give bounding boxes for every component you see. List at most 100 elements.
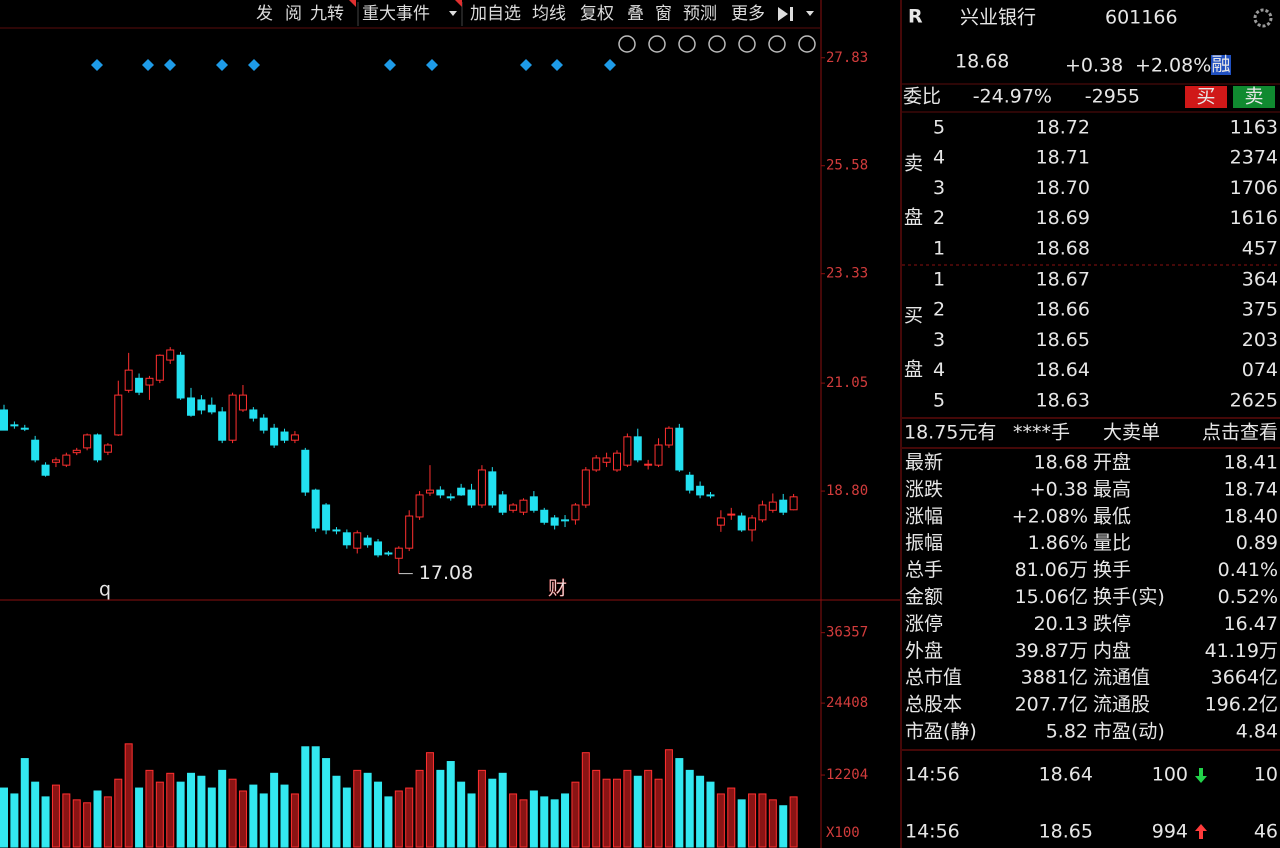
- candle-body: [727, 513, 736, 516]
- volume-bar: [529, 790, 538, 848]
- event-marker[interactable]: [91, 59, 103, 71]
- order-price: 18.64: [1036, 359, 1090, 381]
- volume-bar: [706, 781, 715, 848]
- volume-bar: [176, 781, 185, 848]
- sell-button[interactable]: 卖: [1244, 86, 1263, 108]
- big-order-link[interactable]: 点击查看: [1202, 422, 1278, 444]
- event-marker[interactable]: [604, 59, 616, 71]
- event-marker[interactable]: [164, 59, 176, 71]
- volume-bar: [290, 793, 299, 848]
- dropdown-arrow[interactable]: [449, 11, 457, 16]
- order-price: 18.63: [1036, 389, 1090, 411]
- volume-bar: [83, 802, 92, 848]
- candle-body: [394, 547, 403, 559]
- volume-bar: [228, 778, 237, 848]
- tool-icon[interactable]: [618, 35, 636, 53]
- tool-icon[interactable]: [738, 35, 756, 53]
- order-price: 18.72: [1036, 117, 1090, 139]
- candle-body: [342, 532, 351, 546]
- toolbar-button[interactable]: 窗: [655, 4, 672, 24]
- toolbar-button[interactable]: 预测: [683, 4, 717, 24]
- candle-body: [561, 519, 570, 522]
- toolbar-button[interactable]: 九转: [310, 4, 344, 24]
- volume-bar: [187, 772, 196, 848]
- toolbar-button[interactable]: 加自选: [470, 4, 521, 24]
- event-marker[interactable]: [142, 59, 154, 71]
- order-level: 3: [933, 177, 945, 199]
- stat-label: 跌停: [1093, 613, 1131, 635]
- volume-bar: [550, 799, 559, 848]
- volume-bar: [259, 793, 268, 848]
- event-marker[interactable]: [384, 59, 396, 71]
- stat-label: 外盘: [905, 640, 943, 662]
- stat-label: 金额: [905, 586, 943, 608]
- candle-body: [716, 517, 725, 526]
- event-marker[interactable]: [216, 59, 228, 71]
- stat-value: 18.74: [1224, 478, 1278, 500]
- candle-body: [789, 496, 798, 511]
- event-marker[interactable]: [551, 59, 563, 71]
- last-price: 18.68: [955, 51, 1009, 73]
- volume-bar: [166, 772, 175, 848]
- event-marker[interactable]: [426, 59, 438, 71]
- stat-label: 市盈(静): [905, 721, 977, 743]
- volume-bar: [394, 790, 403, 848]
- candle-body: [446, 496, 455, 499]
- event-marker[interactable]: [520, 59, 532, 71]
- tool-icon[interactable]: [678, 35, 696, 53]
- volume-bar: [457, 781, 466, 848]
- play-icon[interactable]: [778, 7, 793, 21]
- event-marker[interactable]: [248, 59, 260, 71]
- y-tick-label: 18.80: [826, 483, 868, 499]
- stat-label: 总股本: [905, 694, 962, 716]
- stat-value: 196.2亿: [1205, 694, 1278, 716]
- candle-body: [654, 444, 663, 466]
- candle-body: [612, 452, 621, 471]
- volume-bar: [644, 769, 653, 848]
- candle-body: [529, 496, 538, 511]
- candle-body: [51, 459, 60, 463]
- toolbar-button[interactable]: 复权: [580, 4, 614, 24]
- candle-body: [664, 427, 673, 446]
- order-volume: 1163: [1230, 117, 1278, 139]
- toolbar-button[interactable]: 重大事件: [362, 4, 430, 24]
- stat-label: 涨停: [905, 613, 943, 635]
- sell-button-bg[interactable]: [1233, 86, 1275, 108]
- volume-bar: [31, 781, 40, 848]
- stat-label: 总市值: [905, 667, 962, 689]
- trade-volume: 994: [1152, 821, 1188, 843]
- volume-bar: [145, 769, 154, 848]
- candle-body: [72, 449, 81, 454]
- buy-button[interactable]: 买: [1196, 86, 1215, 108]
- commission-diff: -2955: [1085, 86, 1140, 108]
- toolbar-button[interactable]: 均线: [532, 4, 566, 24]
- tool-icon[interactable]: [648, 35, 666, 53]
- stat-label: 换手(实): [1093, 586, 1165, 608]
- order-volume: 457: [1242, 237, 1278, 259]
- candle-body: [477, 469, 486, 506]
- tool-icon[interactable]: [708, 35, 726, 53]
- stat-value: 15.06亿: [1015, 586, 1088, 608]
- candle-body: [737, 515, 746, 531]
- candle-body: [62, 454, 71, 466]
- volume-bar: [249, 784, 258, 848]
- stat-value: 18.41: [1224, 452, 1278, 474]
- candle-body: [322, 504, 331, 531]
- toolbar-button[interactable]: 阅: [285, 4, 302, 24]
- candle-body: [10, 424, 19, 427]
- toolbar-button[interactable]: 更多: [731, 4, 765, 24]
- candle-body: [415, 494, 424, 518]
- buy-button-bg[interactable]: [1185, 86, 1227, 108]
- settings-icon[interactable]: [1253, 8, 1273, 28]
- corner-flag: [349, 0, 356, 7]
- tool-icon[interactable]: [798, 35, 816, 53]
- sell-side-label: 卖: [904, 153, 923, 175]
- toolbar-button[interactable]: 叠: [627, 4, 644, 24]
- dropdown-arrow[interactable]: [806, 11, 814, 16]
- stat-label: 开盘: [1093, 452, 1131, 474]
- volume-bar: [602, 778, 611, 848]
- candle-body: [353, 532, 362, 549]
- tool-icon[interactable]: [768, 35, 786, 53]
- order-price: 18.69: [1036, 207, 1090, 229]
- toolbar-button[interactable]: 发: [256, 4, 273, 24]
